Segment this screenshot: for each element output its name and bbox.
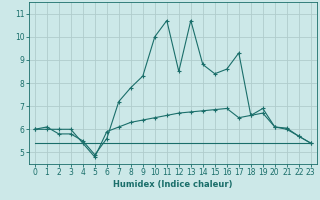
X-axis label: Humidex (Indice chaleur): Humidex (Indice chaleur) bbox=[113, 180, 233, 189]
